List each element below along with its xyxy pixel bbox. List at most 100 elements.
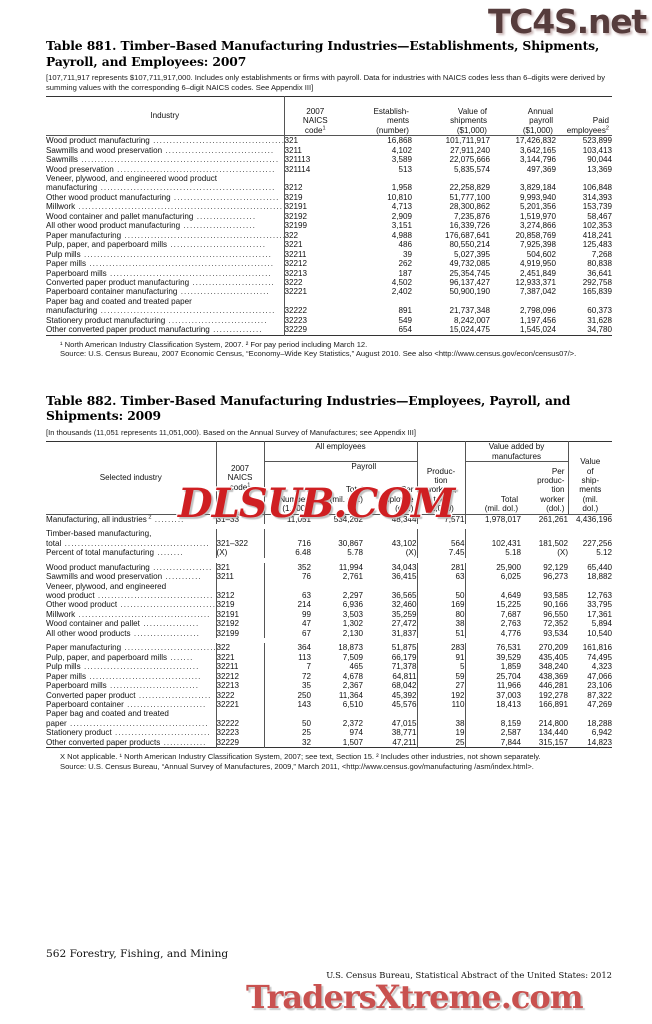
data-cell: 166,891: [538, 699, 569, 709]
row-label: paper ..................................…: [46, 719, 216, 728]
naics-code-cell: 31–33: [215, 514, 264, 525]
data-cell: 352: [263, 562, 311, 573]
data-cell: 101,711,917: [445, 136, 490, 146]
data-cell: 1,859: [464, 662, 522, 672]
leader-dots: .........: [151, 514, 185, 524]
data-cell: 92,129: [543, 562, 569, 572]
row-label-text: Other converted paper products: [46, 737, 161, 747]
data-cell: [568, 582, 612, 591]
table-882-head: Selected industry 2007 NAICS code1 All e…: [46, 441, 613, 515]
table-row: Paper mills ............................…: [46, 259, 612, 269]
data-cell: 34,780: [587, 325, 612, 335]
data-cell: 2,451,849: [519, 268, 556, 278]
data-cell: 974: [349, 728, 363, 738]
data-cell: 2,372: [342, 718, 363, 728]
row-label-text: wood product: [46, 591, 95, 600]
table-row: Wood product manufacturing .............…: [46, 135, 612, 146]
data-cell: 513: [398, 164, 412, 174]
table-row: Millwork ...............................…: [46, 202, 612, 212]
table-row: Paper manufacturing ....................…: [46, 643, 612, 653]
naics-code-cell: 32191: [215, 609, 264, 620]
row-label-text: Pulp, paper, and paperboard mills: [46, 240, 168, 250]
data-cell: 47,269: [587, 699, 613, 709]
data-cell: (X): [557, 548, 569, 558]
data-cell: 6,936: [342, 600, 363, 610]
data-cell: 4,988: [391, 230, 412, 240]
leader-dots: ........................................…: [75, 202, 284, 212]
data-cell: 36,415: [391, 572, 417, 582]
table-882-headnote: [In thousands (11,051 represents 11,051,…: [46, 427, 416, 437]
naics-code-cell: 3212: [215, 591, 264, 601]
data-cell: 27: [416, 681, 466, 691]
naics-code-cell: 32222: [283, 306, 346, 316]
leader-dots: ........................................: [75, 609, 211, 619]
data-cell: 30,867: [338, 538, 363, 548]
row-label: Converted paper product manufacturing ..…: [46, 278, 284, 287]
naics-code-cell: 32211: [283, 249, 346, 260]
data-cell: 19: [416, 728, 466, 738]
data-cell: 6,025: [464, 572, 522, 582]
data-cell: 47,211: [392, 737, 417, 747]
data-cell: 3,274,866: [519, 221, 556, 231]
row-label-text: Manufacturing, all industries: [46, 514, 147, 524]
row-label-text: Paper manufacturing: [46, 643, 122, 653]
leader-dots: ................................: [170, 192, 280, 202]
naics-code-cell: [215, 581, 264, 591]
table-row: Millwork ...............................…: [46, 609, 612, 620]
data-cell: 2,297: [342, 591, 363, 600]
group-header-payroll: Payroll Total (mil. dol.) Per employee (…: [311, 462, 417, 515]
row-label-text: Converted paper product: [46, 690, 136, 700]
table-row: Paper bag and coated and treated: [46, 709, 612, 719]
col-header-payroll-total: Total (mil. dol.): [311, 485, 366, 513]
leader-dots: .............: [160, 737, 207, 747]
row-label-text: Stationery product manufacturing: [46, 315, 166, 325]
naics-code-cell: 3219: [215, 600, 264, 610]
leader-dots: .......: [167, 652, 194, 662]
data-cell: 68,042: [391, 681, 417, 691]
data-cell: (X): [405, 548, 417, 558]
data-cell: 283: [416, 643, 466, 653]
table-row: manufacturing ..........................…: [46, 306, 612, 316]
leader-dots: ........................................…: [106, 268, 272, 278]
data-cell: 1,519,970: [519, 211, 556, 221]
table-row: Paper mills ............................…: [46, 671, 612, 682]
data-cell: 25: [263, 728, 311, 738]
vat-l2: (mil. dol.): [484, 504, 519, 514]
data-cell: 80,550,214: [449, 240, 490, 250]
data-cell: [490, 297, 556, 306]
col-header-employees-l2: employees: [566, 125, 606, 135]
data-cell: 4,713: [391, 202, 412, 212]
pw-l4: total: [433, 494, 449, 504]
data-cell: 7,925,398: [519, 240, 556, 250]
footnote-marker: 1: [247, 482, 251, 488]
data-cell: 51: [416, 628, 466, 639]
row-label: Wood product manufacturing .............…: [46, 136, 284, 146]
leader-dots: ......................: [180, 221, 256, 231]
row-label-text: Stationery product: [46, 728, 112, 738]
row-label: Paperboard mills .......................…: [46, 681, 216, 690]
col-header-shipments-l3: ($1,000): [456, 125, 487, 135]
data-cell: 36,565: [391, 591, 417, 600]
table-882-footnote-2: Source: U.S. Census Bureau, “Annual Surv…: [60, 761, 534, 771]
footnote-marker: 1: [322, 125, 326, 132]
data-cell: 348,240: [538, 662, 569, 672]
data-cell: 35,259: [391, 609, 417, 619]
data-cell: 2,763: [464, 619, 522, 629]
col-header-naics-882: 2007 NAICS code1: [215, 441, 264, 515]
data-cell: 11,364: [338, 690, 363, 700]
row-label-text: total: [46, 538, 62, 548]
naics-code-cell: 3221: [215, 652, 264, 663]
vs-l2: of: [586, 466, 594, 476]
data-cell: 3,151: [391, 221, 412, 231]
naics-code-cell: [215, 709, 264, 719]
data-cell: 99: [263, 609, 311, 620]
row-label: Other wood product .....................…: [46, 600, 216, 609]
col-header-payroll: Annual payroll ($1,000): [490, 97, 556, 136]
leader-dots: ........................................…: [97, 306, 276, 316]
data-cell: 35: [263, 681, 311, 691]
data-cell: 2,909: [391, 211, 412, 221]
data-cell: 48,344: [391, 514, 417, 524]
data-cell: 47: [263, 619, 311, 629]
data-cell: 181,502: [538, 538, 569, 548]
row-label: Wood container and pallet ..............…: [46, 619, 216, 628]
